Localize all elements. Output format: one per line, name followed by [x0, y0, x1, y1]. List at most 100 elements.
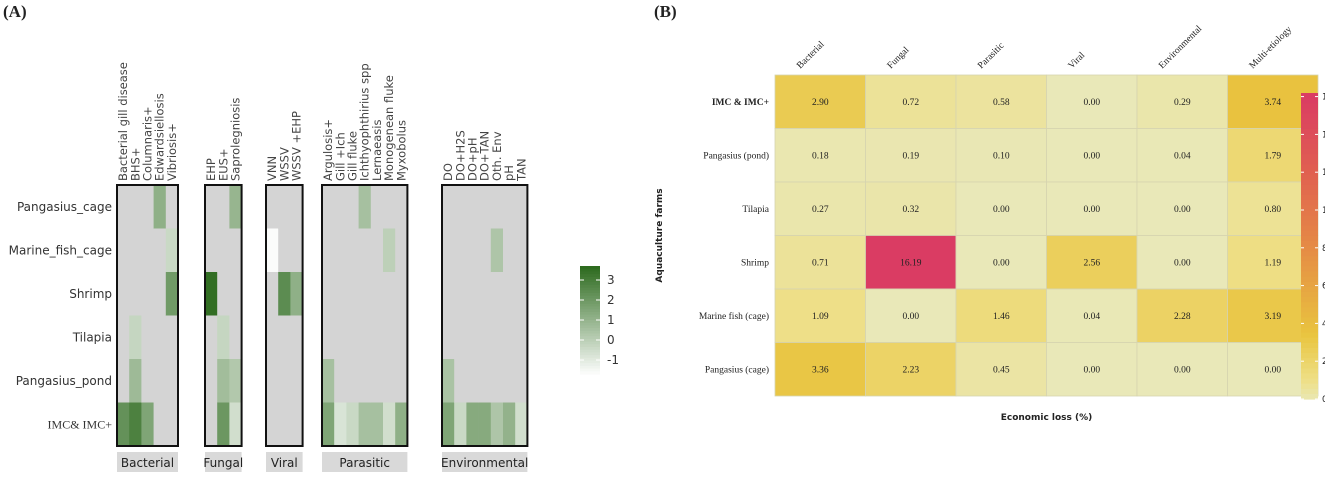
- legend-gradient-step: [1301, 215, 1318, 222]
- heatmap-cell: [141, 402, 154, 447]
- row-label: Pangasius (cage): [705, 364, 769, 375]
- legend-gradient-step: [1301, 291, 1318, 298]
- facet-strip-label: Fungal: [203, 456, 243, 470]
- legend-gradient-step: [1301, 144, 1318, 150]
- heatmap-cell: [217, 359, 230, 403]
- column-label: Environmental: [1157, 24, 1204, 71]
- column-label: Saprolegniosis: [229, 98, 243, 181]
- cell-label: 0.00: [1174, 258, 1191, 268]
- facet-panel-border: [321, 184, 409, 447]
- facet-strip-label: Environmental: [441, 456, 528, 470]
- cell-label: 3.74: [1264, 98, 1281, 108]
- heatmap-cell: [503, 315, 516, 360]
- cell-label: 0.00: [993, 258, 1010, 268]
- heatmap-cell: [117, 272, 130, 316]
- legend-gradient-step: [1301, 363, 1318, 369]
- heatmap-cell: [205, 359, 218, 403]
- legend-gradient-step: [1301, 184, 1318, 191]
- legend-gradient-step: [1301, 93, 1318, 99]
- heatmap-cell: [290, 315, 303, 360]
- legend-gradient-step: [580, 355, 600, 359]
- heatmap-cell: [129, 185, 142, 229]
- heatmap-cell: [322, 359, 335, 403]
- heatmap-cell: [1136, 128, 1228, 183]
- legend-gradient-step: [1301, 189, 1318, 196]
- heatmap-cell: [1046, 74, 1138, 129]
- heatmap-cell: [503, 359, 516, 403]
- column-label: Gill +Ich: [333, 132, 347, 181]
- heatmap-cell: [153, 359, 167, 403]
- heatmap-cell: [442, 272, 455, 316]
- heatmap-cell: [466, 402, 479, 447]
- legend-gradient-step: [580, 276, 600, 281]
- legend-gradient-step: [1301, 246, 1318, 252]
- cell-label: 2.90: [812, 98, 829, 108]
- heatmap-cell: [153, 272, 167, 316]
- heatmap-cell: [278, 359, 291, 403]
- heatmap-cell: [454, 272, 467, 316]
- heatmap-cell: [141, 185, 154, 229]
- cell-label: 1.46: [993, 312, 1010, 322]
- legend-gradient-step: [1301, 164, 1318, 171]
- legend-gradient-step: [1301, 317, 1318, 324]
- heatmap-cell: [153, 185, 167, 229]
- heatmap-cell: [266, 402, 279, 447]
- heatmap-cell: [117, 359, 130, 403]
- cell-label: 0.19: [902, 151, 919, 161]
- heatmap-cell: [490, 272, 504, 316]
- heatmap-cell: [503, 272, 516, 316]
- heatmap-cell: [129, 315, 142, 360]
- legend-tick-label: 2: [1322, 357, 1325, 367]
- heatmap-cell: [370, 315, 384, 360]
- heatmap-cell: [454, 402, 467, 447]
- heatmap-cell: [334, 402, 347, 447]
- heatmap-cell: [346, 402, 359, 447]
- facet-strip: [266, 452, 303, 472]
- heatmap-cell: [266, 228, 279, 273]
- heatmap-cell: [322, 315, 335, 360]
- legend-gradient-step: [1301, 205, 1318, 211]
- column-label: Oth. Env: [490, 131, 504, 181]
- heatmap-a: Bacterial gill diseaseBHS+Columnaris+Edw…: [9, 62, 619, 472]
- cell-label: 2.23: [902, 365, 919, 375]
- heatmap-cell: [466, 315, 479, 360]
- legend-gradient-step: [1301, 256, 1318, 262]
- column-label: Lernaeasis: [370, 120, 384, 181]
- column-label: Argulosis+: [321, 119, 335, 181]
- heatmap-cell: [217, 402, 230, 447]
- heatmap-cell: [478, 185, 492, 229]
- heatmap-cell: [395, 272, 408, 316]
- heatmap-cell: [955, 128, 1047, 183]
- heatmap-cell: [955, 181, 1047, 236]
- heatmap-cell: [1136, 342, 1228, 397]
- legend-gradient-step: [1301, 353, 1318, 359]
- column-label: pH: [502, 165, 516, 181]
- row-label: IMC & IMC+: [712, 98, 769, 108]
- heatmap-cell: [442, 359, 455, 403]
- column-label: DO: [441, 163, 455, 181]
- row-label: Tilapia: [742, 205, 769, 215]
- heatmap-cell: [466, 359, 479, 403]
- facet-panel-border: [204, 184, 243, 447]
- facet-strip: [322, 452, 408, 472]
- heatmap-cell: [205, 402, 218, 447]
- heatmap-cell: [117, 315, 130, 360]
- heatmap-cell: [370, 185, 384, 229]
- column-label: TAN: [514, 158, 528, 182]
- legend-gradient-step: [580, 322, 600, 326]
- legend-gradient-step: [580, 349, 600, 353]
- legend-gradient-step: [580, 266, 600, 270]
- heatmap-cell: [141, 359, 154, 403]
- heatmap-cell: [442, 228, 455, 273]
- legend-gradient-step: [1301, 159, 1318, 165]
- heatmap-cell: [266, 359, 279, 403]
- cell-label: 0.18: [812, 151, 829, 161]
- heatmap-cell: [1046, 128, 1138, 183]
- legend-gradient-step: [580, 360, 600, 364]
- heatmap-cell: [395, 228, 408, 273]
- heatmap-cell: [395, 185, 408, 229]
- heatmap-cell: [490, 228, 504, 273]
- heatmap-cell: [503, 228, 516, 273]
- heatmap-cell: [290, 402, 303, 447]
- heatmap-cell: [865, 288, 957, 343]
